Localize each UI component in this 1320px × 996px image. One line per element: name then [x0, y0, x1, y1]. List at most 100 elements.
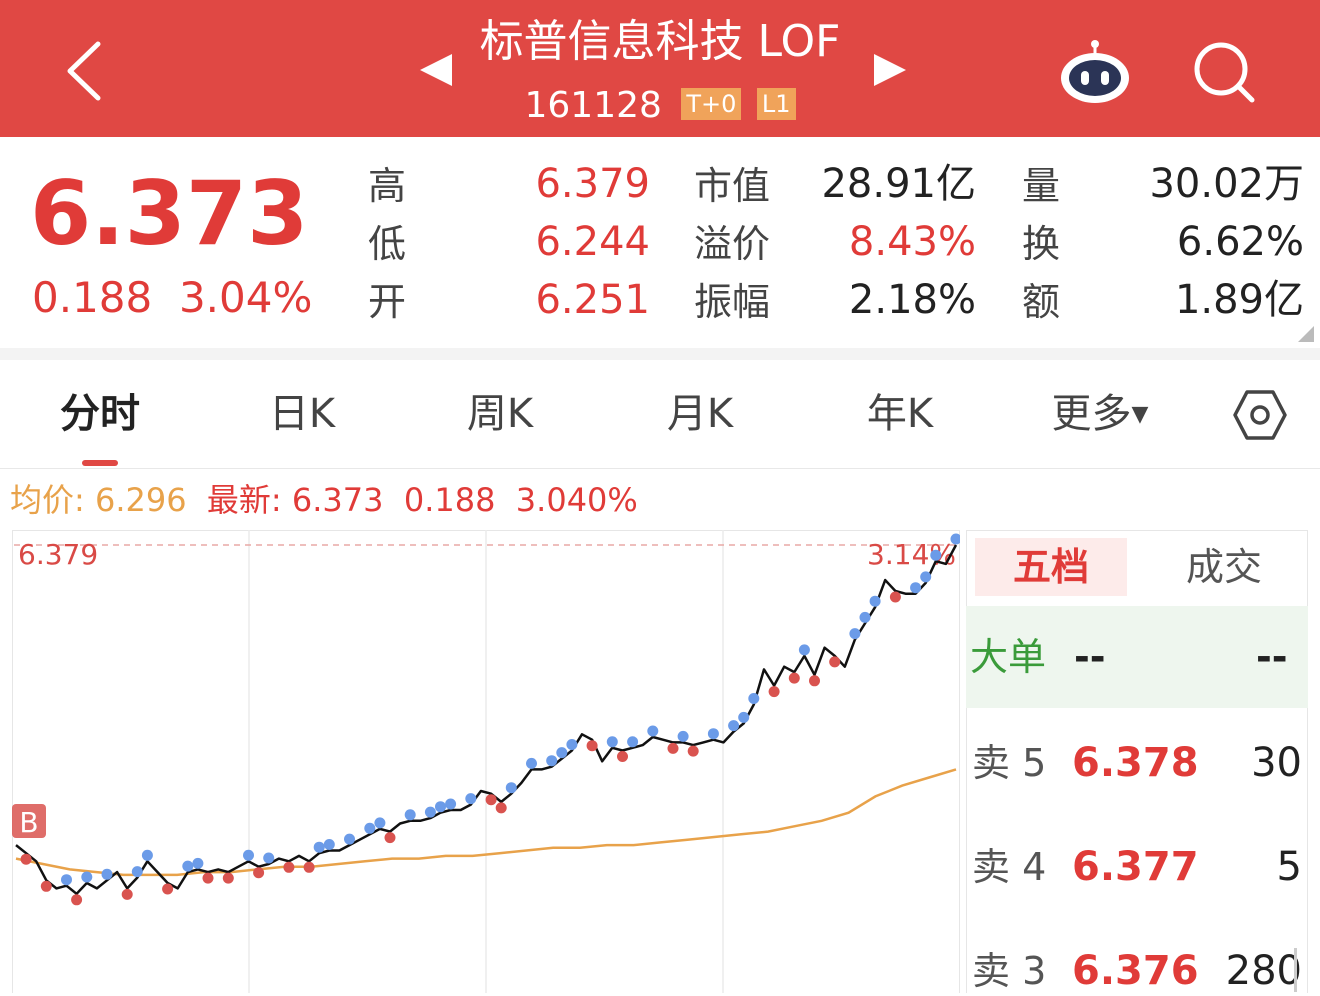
stat-label-amplitude: 振幅 — [694, 280, 771, 324]
latest-change: 0.188 — [403, 481, 496, 519]
expand-corner-icon[interactable] — [1298, 326, 1314, 342]
buy-trade-dot — [141, 849, 153, 861]
latest-value: 6.373 — [291, 481, 384, 519]
avg-value: 6.296 — [94, 481, 187, 519]
sell-trade-dot — [384, 832, 396, 844]
sell-trade-dot — [121, 888, 133, 900]
stat-label-volume: 量 — [1022, 164, 1061, 208]
price-change: 0.188 3.04% — [32, 272, 312, 324]
buy-trade-dot — [647, 725, 659, 737]
buy-trade-dot — [424, 806, 436, 818]
latest-percent: 3.040% — [515, 481, 638, 519]
avg-label: 均价: — [10, 481, 85, 519]
change-value: 0.188 — [32, 273, 153, 322]
stock-code: 161128 — [524, 85, 662, 126]
buy-trade-dot — [344, 833, 355, 845]
sell-trade-dot — [617, 751, 628, 762]
stat-value-amount: 1.89亿 — [1174, 277, 1304, 323]
buy-trade-dot — [526, 757, 537, 769]
sell-trade-dot — [485, 794, 497, 806]
buy-trade-dot — [505, 782, 517, 794]
tab-more[interactable]: 更多▼ — [1010, 388, 1190, 447]
big-order-right-value: -- — [1256, 635, 1288, 679]
sell-trade-dot — [20, 853, 32, 865]
big-order-left-value: -- — [1074, 635, 1106, 679]
buy-trade-dot — [627, 736, 639, 748]
stat-label-amount: 额 — [1022, 280, 1061, 324]
buy-trade-dot — [950, 533, 960, 545]
buy-trade-dot — [81, 871, 93, 883]
change-percent: 3.04% — [178, 273, 313, 322]
search-icon[interactable] — [1192, 40, 1256, 104]
stat-label-low: 低 — [368, 222, 407, 266]
triangle-right-icon[interactable] — [872, 52, 908, 88]
tab-trades[interactable]: 成交 — [1185, 545, 1262, 589]
high-price-label: 6.379 — [18, 538, 98, 571]
stat-value-market-cap: 28.91亿 — [821, 161, 976, 207]
buy-trade-dot — [677, 730, 689, 742]
buy-trade-dot — [728, 720, 740, 732]
buy-trade-dot — [182, 860, 194, 872]
buy-trade-dot — [566, 739, 578, 750]
sell-trade-dot — [667, 742, 679, 754]
price-line — [15, 544, 958, 896]
tab-five-levels[interactable]: 五档 — [975, 538, 1127, 596]
tab-yearly-k[interactable]: 年K — [866, 391, 934, 437]
sell-trade-dot — [829, 656, 841, 668]
tab-daily-k[interactable]: 日K — [268, 391, 336, 437]
chevron-left-icon[interactable] — [62, 40, 104, 102]
buy-trade-dot — [798, 644, 810, 656]
stock-title: 标普信息科技 LOF — [479, 16, 841, 67]
sell-trade-dot — [889, 591, 901, 603]
sell-trade-dot — [788, 672, 800, 684]
latest-label: 最新: — [206, 481, 282, 519]
sell-trade-dot — [202, 872, 214, 884]
sell-trade-dot — [253, 867, 265, 879]
sell-trade-dot — [768, 686, 780, 698]
tab-more-label: 更多 — [1051, 391, 1132, 437]
settings-hexagon-icon[interactable] — [1232, 389, 1288, 441]
tab-weekly-k[interactable]: 周K — [466, 391, 534, 437]
tag-t0: T+0 — [681, 88, 742, 120]
buy-trade-dot — [323, 839, 335, 850]
stat-label-turnover: 换 — [1022, 222, 1061, 266]
buy-marker-label: B — [19, 806, 38, 839]
ask-3-volume: 280 — [1225, 948, 1302, 994]
robot-icon[interactable] — [1058, 38, 1132, 104]
intraday-chart[interactable]: 6.379 3.14% B — [12, 530, 960, 993]
buy-trade-dot — [556, 747, 568, 759]
buy-trade-dot — [707, 728, 719, 740]
buy-trade-dot — [101, 868, 113, 880]
chart-info-line: 均价: 6.296 最新: 6.373 0.188 3.040% — [10, 480, 638, 520]
sell-trade-dot — [222, 872, 234, 884]
stat-value-high: 6.379 — [535, 161, 650, 207]
ask-5-price: 6.378 — [1072, 740, 1199, 786]
stat-value-low: 6.244 — [535, 219, 650, 265]
triangle-left-icon[interactable] — [418, 52, 454, 88]
scrollbar[interactable] — [1294, 948, 1297, 992]
big-order-label: 大单 — [970, 635, 1047, 679]
trade-dots — [20, 533, 960, 906]
sell-trade-dot — [495, 802, 507, 814]
ask-5-label: 卖 5 — [972, 741, 1047, 785]
sell-trade-dot — [687, 745, 699, 757]
tag-l1: L1 — [756, 88, 796, 120]
tab-intraday[interactable]: 分时 — [60, 391, 140, 437]
tab-monthly-k[interactable]: 月K — [666, 391, 734, 437]
buy-trade-dot — [313, 841, 325, 853]
buy-trade-dot — [849, 628, 861, 640]
caret-down-icon: ▼ — [1131, 402, 1149, 427]
buy-trade-dot — [910, 582, 922, 594]
buy-trade-dot — [192, 857, 204, 869]
buy-trade-dot — [445, 798, 457, 810]
stat-label-open: 开 — [368, 280, 407, 324]
ask-5-volume: 30 — [1251, 740, 1302, 786]
buy-marker[interactable]: B — [12, 804, 46, 839]
sell-trade-dot — [71, 894, 83, 906]
ask-4-label: 卖 4 — [972, 845, 1047, 889]
buy-trade-dot — [364, 822, 376, 834]
sell-trade-dot — [283, 861, 295, 873]
buy-trade-dot — [606, 736, 618, 748]
buy-trade-dot — [131, 866, 143, 878]
high-percent-label: 3.14% — [867, 538, 956, 571]
